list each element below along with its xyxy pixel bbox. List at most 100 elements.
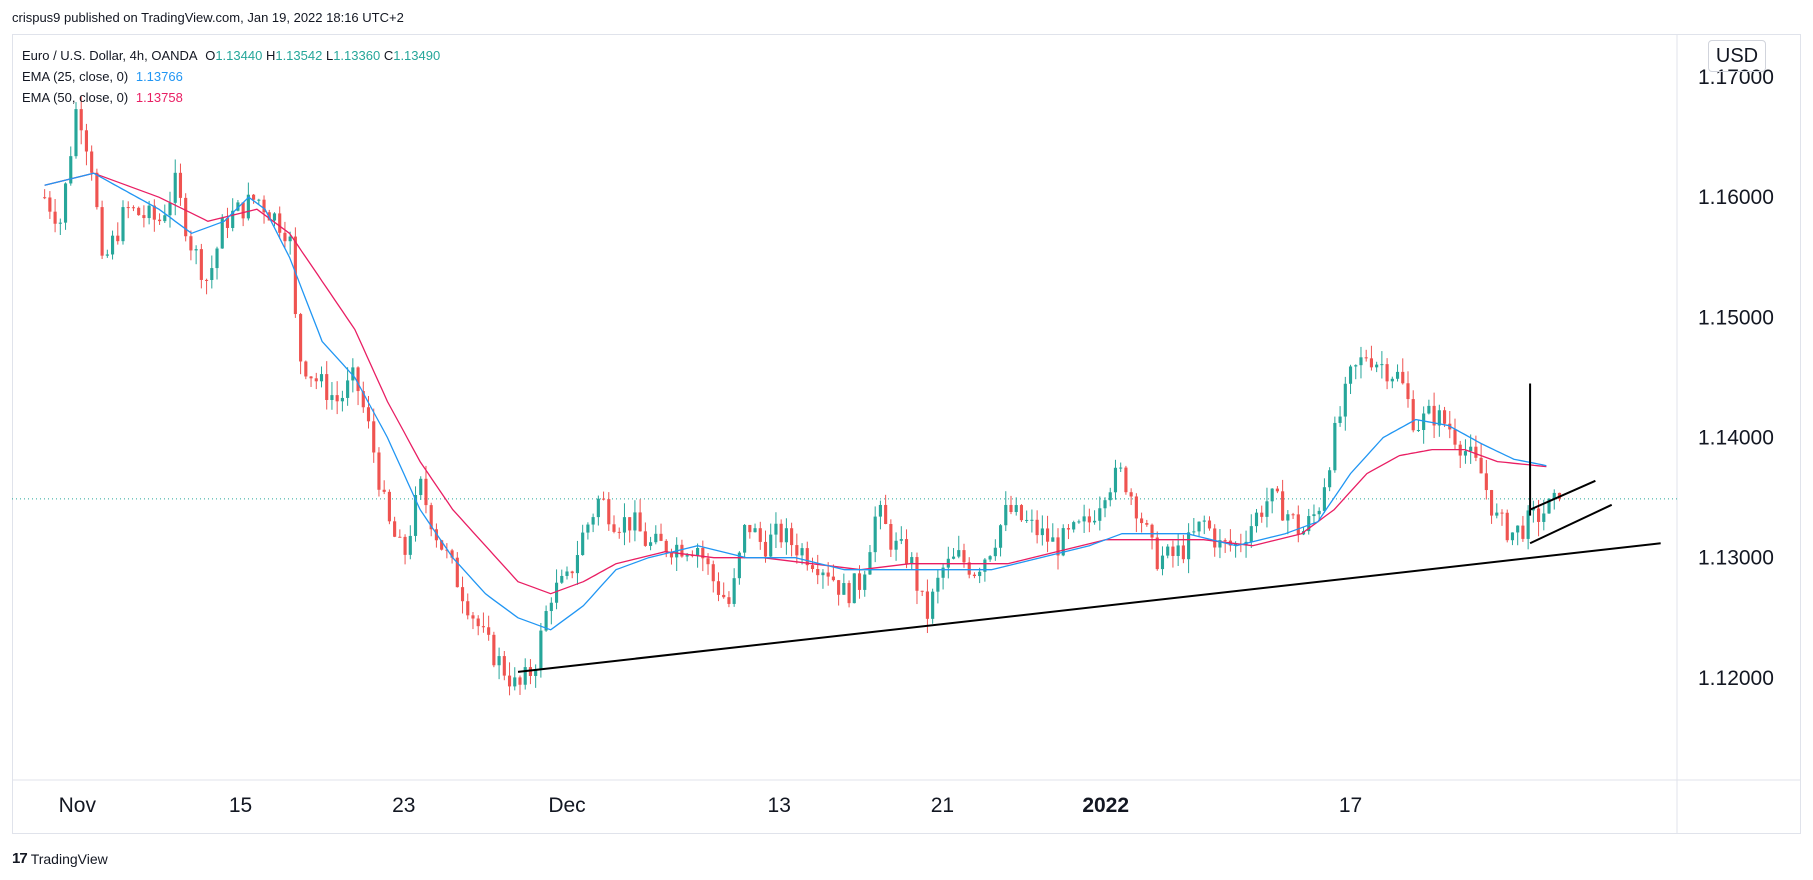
candle-body <box>1500 512 1504 514</box>
candle-body <box>628 517 632 531</box>
candle-body <box>664 540 668 553</box>
candle-body <box>1505 512 1509 541</box>
candle-body <box>774 523 778 535</box>
candle-body <box>1286 514 1290 521</box>
x-tick-label: 15 <box>229 794 252 817</box>
candle-body <box>962 550 966 563</box>
candle-body <box>1155 537 1159 570</box>
candle-body <box>257 199 261 201</box>
candle-body <box>1077 521 1081 523</box>
candle-body <box>1406 383 1410 400</box>
ema25-row[interactable]: EMA (25, close, 0) 1.13766 <box>22 66 440 87</box>
candle-body <box>1401 371 1405 384</box>
candle-body <box>1181 545 1185 560</box>
candle-body <box>497 656 501 666</box>
candle-body <box>393 521 397 537</box>
candle-body <box>763 541 768 557</box>
candle-body <box>413 495 418 536</box>
candle-body <box>1035 519 1039 536</box>
candle-body <box>904 539 909 564</box>
candle-body <box>1348 366 1353 384</box>
candle-body <box>377 452 381 490</box>
candle-body <box>988 556 992 560</box>
candle-body <box>722 594 726 598</box>
candle-body <box>1061 528 1065 556</box>
flag-upper-line <box>1529 479 1596 511</box>
candle-body <box>899 539 903 541</box>
candle-body <box>100 207 104 256</box>
candle-body <box>1364 357 1368 359</box>
candle-body <box>79 109 83 131</box>
publish-info: crispus9 published on TradingView.com, J… <box>12 10 404 25</box>
candle-body <box>1489 490 1494 516</box>
candle-body <box>398 536 402 538</box>
candle-body <box>246 194 250 219</box>
candle-body <box>586 524 590 533</box>
candle-body <box>1338 416 1342 423</box>
high-value: 1.13542 <box>275 48 323 63</box>
candle-body <box>126 207 130 209</box>
candle-body <box>711 564 715 582</box>
ema25-label: EMA (25, close, 0) <box>22 69 129 84</box>
candle-body <box>1516 525 1520 533</box>
candle-body <box>680 544 684 557</box>
currency-button[interactable]: USD <box>1708 40 1766 72</box>
candle-body <box>220 217 224 249</box>
candle-body <box>419 478 423 496</box>
candle-body <box>215 248 219 269</box>
candle-body <box>868 552 872 575</box>
chart-frame <box>12 34 1801 834</box>
candle-body <box>743 524 747 553</box>
candle-body <box>1469 446 1473 452</box>
candle-body <box>878 504 882 517</box>
candle-body <box>361 391 365 408</box>
candle-body <box>1160 555 1165 570</box>
candle-body <box>116 235 120 242</box>
candle-body <box>852 573 856 604</box>
candle-body <box>262 199 266 213</box>
candle-body <box>152 205 156 220</box>
candle-body <box>518 677 522 685</box>
candle-body <box>1474 446 1478 458</box>
candle-body <box>304 361 308 377</box>
candle-body <box>1380 364 1384 366</box>
candle-body <box>873 516 877 553</box>
symbol-row: Euro / U.S. Dollar, 4h, OANDA O1.13440 H… <box>22 45 440 66</box>
candle-body <box>1254 512 1259 527</box>
candle-body <box>1098 508 1102 521</box>
candle-body <box>575 555 580 574</box>
candle-body <box>894 540 898 550</box>
candle-body <box>1265 501 1269 517</box>
candle-body <box>1082 516 1086 522</box>
ema50-line <box>44 172 1547 595</box>
candle-body <box>476 618 480 627</box>
footer-brand[interactable]: 17 TradingView <box>12 850 108 867</box>
candle-body <box>831 576 835 581</box>
candle-body <box>1322 487 1326 511</box>
candle-body <box>1416 429 1421 431</box>
candle-body <box>481 626 485 628</box>
ema50-row[interactable]: EMA (50, close, 0) 1.13758 <box>22 87 440 108</box>
candle-body <box>184 197 188 237</box>
candle-body <box>346 380 350 398</box>
candle-body <box>1385 364 1389 382</box>
ema50-label: EMA (50, close, 0) <box>22 90 129 105</box>
candle-body <box>1197 521 1201 532</box>
candle-body <box>351 367 355 381</box>
candle-body <box>539 630 543 671</box>
candlestick-series <box>43 95 1562 696</box>
close-label: C <box>383 48 394 63</box>
candle-body <box>450 550 454 558</box>
candle-body <box>1427 405 1431 414</box>
candle-body <box>189 236 193 251</box>
candle-body <box>1542 513 1546 522</box>
high-label: H <box>265 48 276 63</box>
candle-body <box>178 172 183 198</box>
candle-body <box>727 597 731 604</box>
candle-body <box>1087 516 1091 523</box>
candle-body <box>1176 545 1180 556</box>
open-label: O <box>205 48 216 63</box>
candle-body <box>1333 422 1337 471</box>
candle-body <box>460 587 465 602</box>
